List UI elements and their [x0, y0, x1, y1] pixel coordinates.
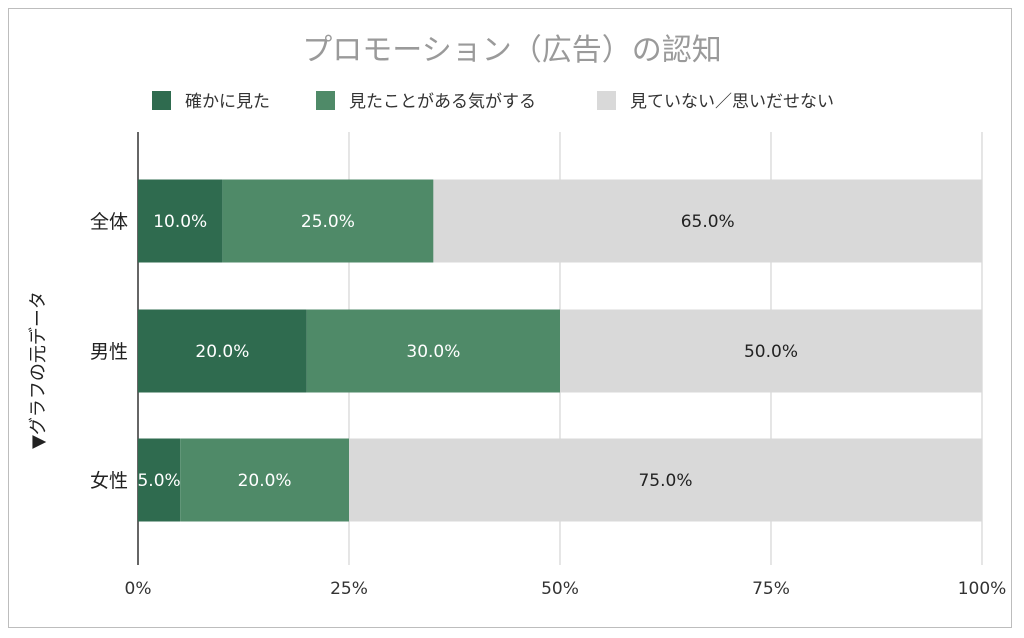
bar-segment — [138, 179, 223, 263]
x-tick-label: 100% — [958, 579, 1007, 599]
legend-swatch — [316, 91, 335, 110]
bar-data-label: 20.0% — [195, 342, 249, 362]
category-label: 男性 — [90, 341, 128, 363]
bar-segment — [222, 179, 434, 263]
category-label: 女性 — [90, 470, 128, 492]
x-tick-labels: 0% 25% 50% 75% 100% — [125, 579, 1007, 599]
legend-swatch — [597, 91, 616, 110]
bar-data-label: 30.0% — [406, 342, 460, 362]
bar-data-label: 20.0% — [238, 471, 292, 491]
y-axis-label: ▼グラフの元データ — [28, 291, 49, 449]
legend-label: 見たことがある気がする — [349, 92, 536, 112]
bar-data-label: 10.0% — [153, 212, 207, 232]
bars: 10.0% 25.0% 65.0% 20.0% 30.0% 50.0% 5.0% 20.0% 7… — [137, 179, 982, 522]
bar-segment — [349, 438, 982, 522]
bar-segment — [560, 309, 982, 393]
bar-data-label: 75.0% — [638, 471, 692, 491]
bar-segment — [433, 179, 982, 263]
legend: 確かに見た 見たことがある気がする 見ていない／思いだせない — [152, 91, 834, 112]
legend-swatch — [152, 91, 171, 110]
legend-label: 見ていない／思いだせない — [630, 92, 834, 112]
bar-data-label: 50.0% — [744, 342, 798, 362]
x-tick-label: 50% — [541, 579, 579, 599]
bar-data-label: 5.0% — [137, 471, 180, 491]
bar-segment — [138, 309, 307, 393]
bar-segment — [306, 309, 560, 393]
chart-title: プロモーション（広告）の認知 — [302, 33, 721, 68]
x-tick-label: 0% — [125, 579, 152, 599]
bar-segment — [180, 438, 349, 522]
bar-data-label: 25.0% — [301, 212, 355, 232]
category-label: 全体 — [90, 211, 128, 233]
legend-label: 確かに見た — [185, 92, 270, 112]
x-tick-label: 75% — [752, 579, 790, 599]
x-tick-label: 25% — [330, 579, 368, 599]
bar-segment — [138, 438, 181, 522]
bar-data-label: 65.0% — [681, 212, 735, 232]
